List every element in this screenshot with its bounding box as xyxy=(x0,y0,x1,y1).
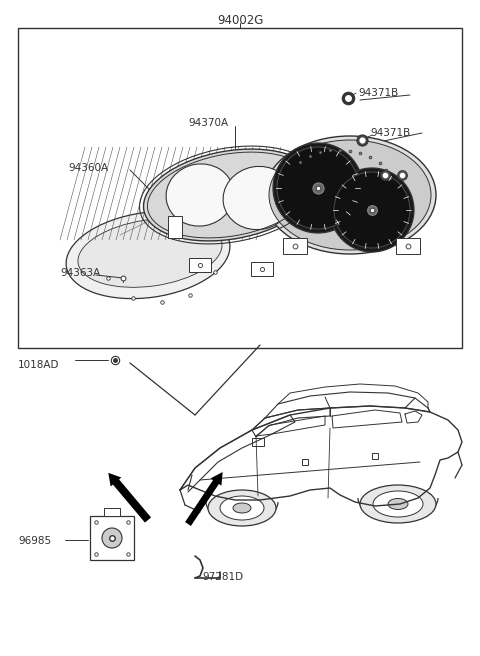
Ellipse shape xyxy=(233,503,251,513)
Ellipse shape xyxy=(223,167,293,230)
Ellipse shape xyxy=(360,485,436,523)
Text: 97281D: 97281D xyxy=(202,572,243,582)
FancyArrow shape xyxy=(185,472,223,526)
Text: 94371B: 94371B xyxy=(358,88,398,98)
Ellipse shape xyxy=(373,491,423,517)
Ellipse shape xyxy=(78,218,222,287)
Text: 94370A: 94370A xyxy=(188,118,228,128)
Ellipse shape xyxy=(269,140,431,250)
Circle shape xyxy=(273,143,363,233)
Ellipse shape xyxy=(208,490,276,526)
Text: 94002G: 94002G xyxy=(217,14,263,27)
Bar xyxy=(396,238,420,254)
FancyArrow shape xyxy=(108,473,151,523)
Bar xyxy=(90,516,134,560)
Circle shape xyxy=(334,172,410,248)
Text: 94363A: 94363A xyxy=(60,268,100,278)
Text: 94371B: 94371B xyxy=(370,128,410,138)
Ellipse shape xyxy=(220,496,264,520)
Text: 96985: 96985 xyxy=(18,536,51,546)
Ellipse shape xyxy=(166,164,234,226)
Bar xyxy=(104,508,120,516)
Bar xyxy=(283,238,307,254)
Ellipse shape xyxy=(66,211,230,298)
Bar xyxy=(189,258,211,272)
Ellipse shape xyxy=(144,149,316,241)
Bar xyxy=(252,438,264,446)
Bar xyxy=(251,262,273,276)
Ellipse shape xyxy=(264,136,436,254)
Text: 94360A: 94360A xyxy=(68,163,108,173)
Bar xyxy=(168,216,182,238)
Bar xyxy=(18,28,462,348)
Circle shape xyxy=(277,147,359,229)
Circle shape xyxy=(330,168,414,252)
Text: 94371B: 94371B xyxy=(378,178,418,188)
Ellipse shape xyxy=(388,499,408,510)
Circle shape xyxy=(102,528,122,548)
Text: 1018AD: 1018AD xyxy=(18,360,60,370)
